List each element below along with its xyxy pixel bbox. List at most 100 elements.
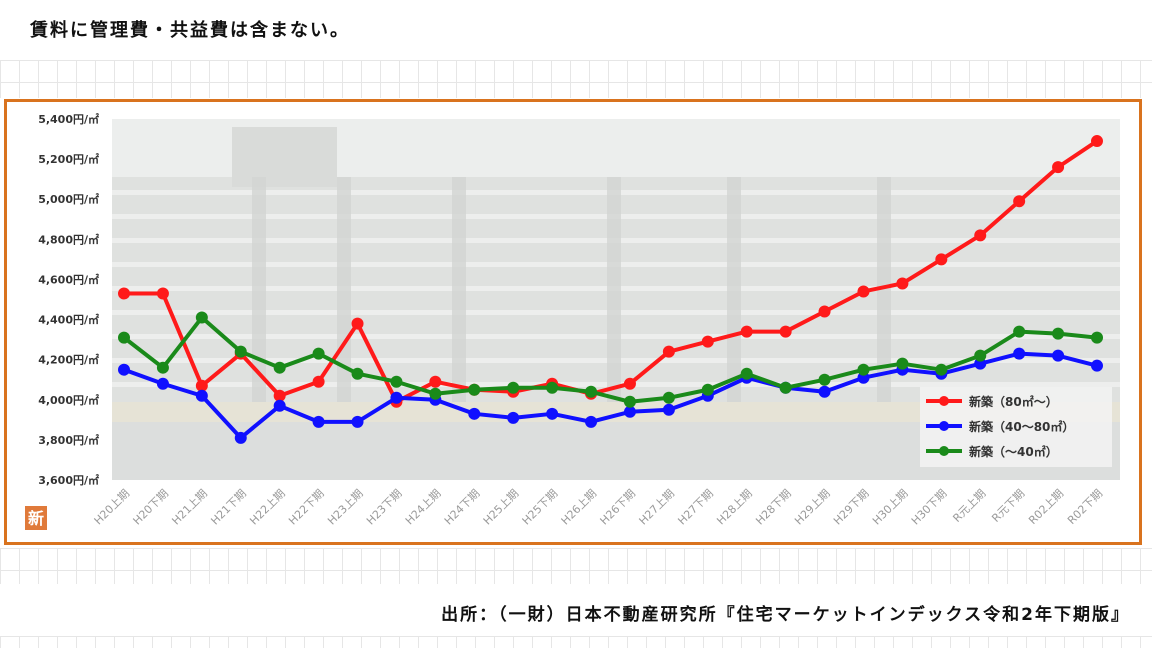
y-tick-label: 3,600円/㎡ [38,473,99,487]
series-line [124,139,1099,404]
y-tick-label: 4,600円/㎡ [38,272,99,286]
y-tick-label: 4,200円/㎡ [38,353,99,367]
data-point [273,361,286,374]
y-axis: 3,600円/㎡ 3,800円/㎡ 4,000円/㎡ 4,200円/㎡ 4,400円/㎡… [38,112,99,487]
plot-bg-tower [232,127,337,187]
plot-bg-column [337,177,351,407]
y-tick-label: 4,800円/㎡ [38,232,99,246]
data-point [390,391,403,404]
data-point [935,363,948,376]
data-point [585,385,598,398]
data-point [546,407,559,420]
legend-swatch-marker [939,421,949,431]
data-point [935,253,948,266]
y-tick-label: 4,000円/㎡ [38,393,99,407]
x-tick-label: H24上期 [403,487,444,528]
x-tick-label: R02下期 [1065,487,1105,527]
data-point [118,331,130,344]
plot-background [112,119,1120,480]
data-point [623,405,636,418]
data-point [779,325,792,338]
data-point [974,349,987,362]
data-point [195,379,208,392]
y-tick-label: 5,400円/㎡ [38,112,99,126]
data-point [156,287,169,300]
plot-bg-column [727,177,741,407]
data-point [273,399,286,412]
y-tick-label: 4,400円/㎡ [38,313,99,327]
data-point [156,377,169,390]
plot-bg-column [252,177,266,407]
data-point [585,415,598,428]
logo-box [25,506,47,530]
y-tick-label: 3,800円/㎡ [38,433,99,447]
data-point [1091,359,1103,372]
data-point [1052,161,1065,174]
logo: 新 [25,506,47,530]
x-tick-label: H28上期 [714,487,755,528]
data-point [1013,325,1026,338]
x-tick-label: H20上期 [92,487,133,528]
x-tick-label: R元上期 [950,487,988,525]
data-point [468,407,481,420]
data-point [429,375,442,388]
x-tick-label: H22上期 [247,487,288,528]
data-point [195,389,208,402]
plot-bg-column [877,177,891,407]
plot-bg-column [607,177,621,407]
rent-note: 賃料に管理費・共益費は含まない。 [30,20,350,41]
x-tick-label: H25上期 [481,487,522,528]
legend-label: 新築（40～80㎡） [969,419,1074,434]
data-point [857,363,870,376]
legend-swatch-marker [939,396,949,406]
data-point [1052,349,1065,362]
data-point [234,345,247,358]
data-point [623,395,636,408]
x-tick-label: H21下期 [208,487,249,528]
x-tick-label: H22下期 [286,487,327,528]
data-point [896,357,909,370]
rent-line-chart: 3,600円/㎡ 3,800円/㎡ 4,000円/㎡ 4,200円/㎡ 4,400円/㎡… [25,112,1120,530]
x-tick-label: H26上期 [559,487,600,528]
grid-strip-footer [0,636,1152,648]
data-point [507,381,520,394]
x-axis: H20上期H20下期H21上期H21下期H22上期H22下期H23上期H23下期… [92,487,1106,528]
data-point [312,375,325,388]
x-tick-label: R02上期 [1026,487,1066,527]
data-point [662,403,675,416]
data-point [351,415,364,428]
series-line [123,351,1098,440]
data-point [468,383,481,396]
x-tick-label: H20下期 [131,487,172,528]
data-point [118,363,130,376]
data-point [1091,135,1103,148]
data-point [1091,331,1103,344]
data-point [312,347,325,360]
source-citation: 出所：（一財）日本不動産研究所『住宅マーケットインデックス令和2年下期版』 [441,605,1130,625]
legend-label: 新築（80㎡～） [969,394,1058,409]
y-tick-label: 5,200円/㎡ [38,152,99,166]
data-point [507,411,520,424]
data-point [896,277,909,290]
y-tick-label: 5,000円/㎡ [38,192,99,206]
data-point [740,325,753,338]
data-point [818,385,831,398]
data-point [779,381,792,394]
data-point [312,415,325,428]
x-tick-label: H24下期 [442,487,483,528]
data-point [623,377,636,390]
data-point [351,317,364,330]
data-point [1052,327,1065,340]
x-tick-label: H29上期 [792,487,833,528]
x-tick-label: H21上期 [169,487,210,528]
legend-swatch-marker [939,446,949,456]
data-point [156,361,169,374]
data-point [818,305,831,318]
data-point [273,389,286,402]
x-tick-label: H29下期 [831,487,872,528]
logo-text: 新 [28,509,44,528]
data-point [195,311,208,324]
x-tick-label: R元下期 [989,487,1027,525]
data-point [662,345,675,358]
